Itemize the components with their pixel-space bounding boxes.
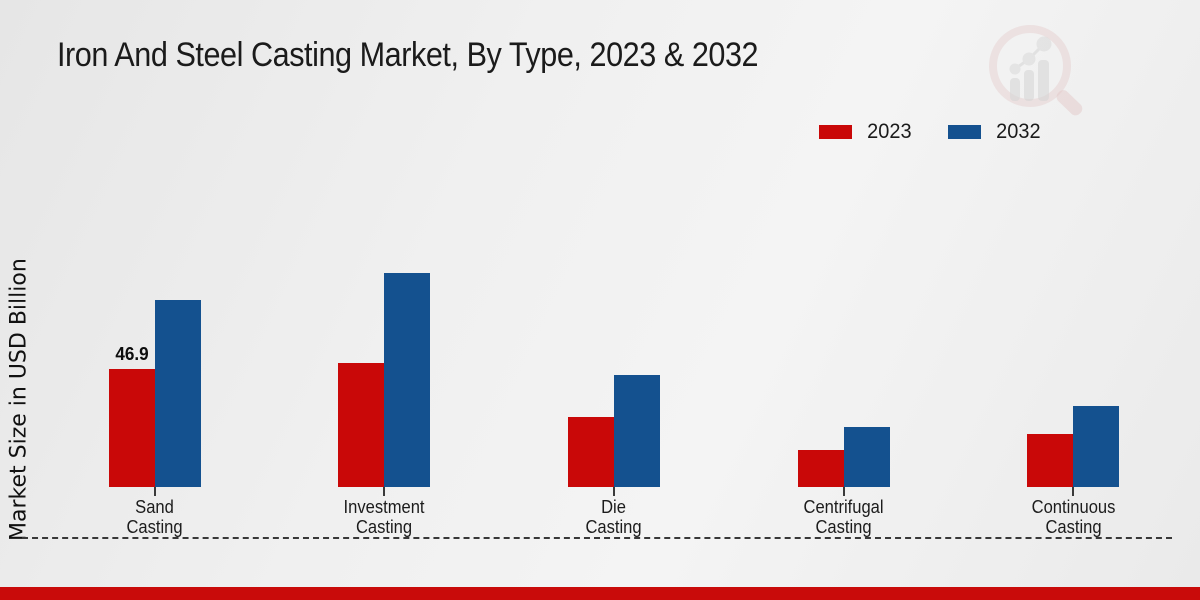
plot-area: 46.9 Sand Casting Investment Casting Die Casti… bbox=[40, 237, 1188, 537]
category-label: Sand Casting bbox=[126, 497, 183, 537]
legend-swatch-2032 bbox=[948, 125, 982, 139]
magnifier-growth-chart-logo-icon bbox=[989, 25, 1083, 116]
bar-2032-centrifugal-casting bbox=[843, 427, 890, 487]
chart-title: Iron And Steel Casting Market, By Type, … bbox=[57, 36, 759, 74]
bar-2023-continuous-casting bbox=[1027, 434, 1074, 487]
y-axis-label: Market Size in USD Billion bbox=[6, 258, 32, 542]
axis-tick bbox=[1072, 487, 1075, 496]
footer-accent-band bbox=[0, 587, 1200, 600]
chart-legend: 2023 2032 bbox=[818, 120, 1042, 144]
legend-label: 2023 bbox=[866, 120, 912, 143]
bar-2023-investment-casting bbox=[338, 363, 385, 487]
category-label: Centrifugal Casting bbox=[803, 497, 884, 537]
legend-swatch-2023 bbox=[818, 125, 852, 139]
bar-group-centrifugal-casting: Centrifugal Casting bbox=[797, 427, 890, 537]
axis-tick bbox=[153, 487, 156, 496]
category-label: Die Casting bbox=[585, 497, 643, 537]
bar-groups: 46.9 Sand Casting Investment Casting Die Casti… bbox=[40, 273, 1188, 537]
legend-item-2032: 2032 bbox=[948, 120, 1042, 144]
bars bbox=[1027, 406, 1120, 487]
bars bbox=[797, 427, 890, 487]
category-label: Investment Casting bbox=[343, 497, 425, 537]
data-label: 46.9 bbox=[115, 344, 149, 364]
bar-2023-die-casting bbox=[567, 417, 614, 487]
bar-2032-sand-casting bbox=[154, 300, 201, 487]
zero-baseline-dashed bbox=[22, 537, 1172, 539]
bar-2032-continuous-casting bbox=[1073, 406, 1120, 487]
bar-2032-investment-casting bbox=[384, 273, 431, 487]
axis-tick bbox=[383, 487, 386, 496]
legend-item-2023: 2023 bbox=[818, 120, 913, 144]
bars bbox=[567, 375, 660, 487]
bars bbox=[338, 273, 431, 487]
bar-2032-die-casting bbox=[613, 375, 660, 487]
bar-group-die-casting: Die Casting bbox=[567, 375, 660, 537]
axis-tick bbox=[842, 487, 845, 496]
bar-2023-sand-casting: 46.9 bbox=[108, 344, 155, 487]
bar-group-continuous-casting: Continuous Casting bbox=[1027, 406, 1120, 537]
axis-tick bbox=[612, 487, 615, 496]
legend-label: 2032 bbox=[996, 120, 1041, 143]
bar-group-sand-casting: 46.9 Sand Casting bbox=[108, 300, 201, 537]
bar-2023-centrifugal-casting bbox=[797, 450, 844, 487]
category-label: Continuous Casting bbox=[1031, 497, 1116, 537]
bar-group-investment-casting: Investment Casting bbox=[338, 273, 431, 537]
bars: 46.9 bbox=[108, 300, 201, 487]
